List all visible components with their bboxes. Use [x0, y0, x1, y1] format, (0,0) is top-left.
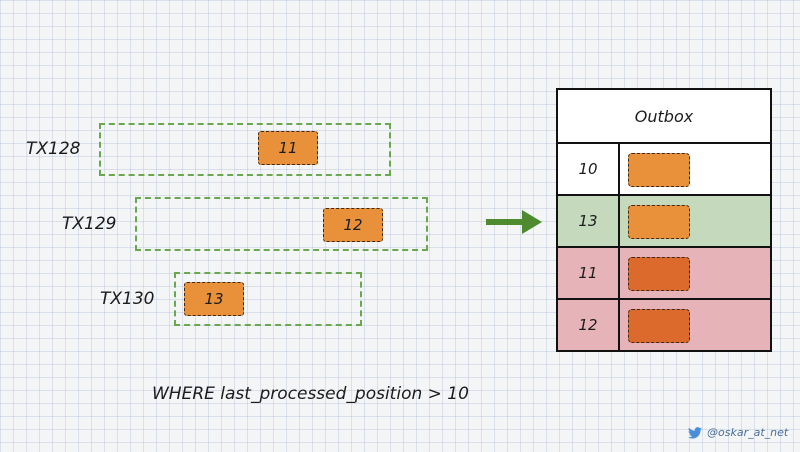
- tx129-box: [135, 197, 428, 251]
- twitter-bird-icon: [688, 426, 702, 439]
- outbox-row: 11: [558, 248, 770, 300]
- outbox-message: [628, 309, 690, 343]
- outbox-row: 10: [558, 144, 770, 196]
- tx128-label: TX128: [26, 139, 81, 159]
- outbox-position: 11: [558, 248, 620, 298]
- tx128-box: [99, 123, 391, 176]
- arrow-right-icon: [486, 210, 542, 234]
- outbox-position: 10: [558, 144, 620, 194]
- tx130-label: TX130: [100, 289, 155, 309]
- tx129-label: TX129: [62, 214, 117, 234]
- outbox-position: 13: [558, 196, 620, 246]
- tx129-cell: 12: [323, 208, 383, 242]
- tx130-box: [174, 272, 362, 326]
- twitter-credit: @oskar_at_net: [688, 426, 788, 439]
- outbox-message: [628, 205, 690, 239]
- outbox-title: Outbox: [558, 90, 770, 144]
- tx128-cell: 11: [258, 131, 318, 165]
- tx130-cell: 13: [184, 282, 244, 316]
- outbox-table: Outbox 10 13 11 12: [556, 88, 772, 352]
- outbox-row: 12: [558, 300, 770, 350]
- outbox-message: [628, 257, 690, 291]
- outbox-position: 12: [558, 300, 620, 350]
- outbox-row: 13: [558, 196, 770, 248]
- twitter-handle: @oskar_at_net: [707, 426, 789, 439]
- where-clause: WHERE last_processed_position > 10: [152, 384, 469, 404]
- outbox-message: [628, 153, 690, 187]
